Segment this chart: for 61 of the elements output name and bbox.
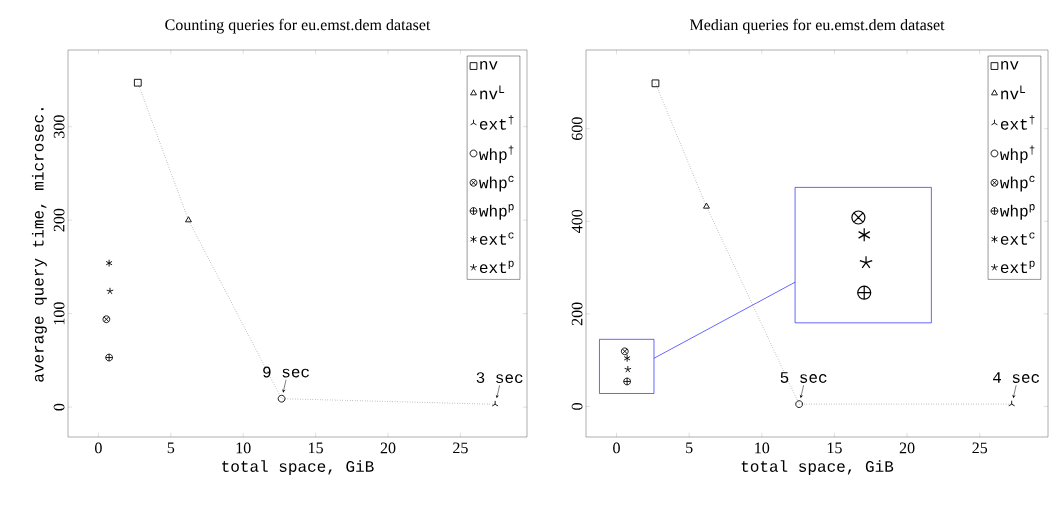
y-tick-label: 0	[53, 403, 65, 411]
point	[491, 400, 499, 407]
x-tick-label: 25	[453, 442, 468, 454]
y-tick-label: 300	[53, 115, 65, 138]
point	[624, 365, 632, 373]
annotation: 4 sec	[993, 372, 1040, 383]
legend-label: whp$^{p}$	[1000, 204, 1035, 220]
legend-label: ext$^{p}$	[1000, 260, 1035, 274]
x-axis-title: total space, GiB	[741, 460, 894, 476]
y-tick-label: 200	[571, 302, 583, 326]
legend-label: ext$^{c}$	[1000, 232, 1035, 245]
x-tick-label: 20	[380, 442, 396, 454]
legend-label: whp$^{c}$	[1000, 175, 1035, 192]
x-tick-label: 10	[755, 442, 770, 454]
legend-label: nv$^{L}$	[1001, 85, 1026, 100]
y-tick-label: 600	[571, 117, 583, 141]
point	[703, 202, 710, 209]
legend-label: ext$^{p}$	[479, 260, 514, 274]
point	[106, 287, 114, 295]
y-tick-label: 0	[571, 403, 583, 410]
annotation: 3 sec	[476, 372, 523, 384]
x-tick-label: 20	[899, 442, 915, 454]
chart-title: Median queries for eu.emst.dem dataset	[689, 18, 945, 34]
legend-label: ext$^{c}$	[479, 232, 514, 245]
point	[102, 315, 111, 324]
legend-label: ext$^{†}$	[1000, 115, 1035, 130]
y-tick-label: 400	[571, 209, 583, 233]
point	[105, 259, 113, 267]
legend-label: whp$^{†}$	[479, 145, 514, 164]
point	[105, 353, 113, 362]
annotation: 9 sec	[263, 366, 309, 378]
x-axis-title: total space, GiB	[222, 460, 374, 476]
x-tick-label: 25	[972, 442, 988, 454]
point	[623, 377, 631, 386]
y-tick-label: 100	[53, 302, 65, 325]
x-tick-label: 0	[613, 442, 620, 454]
legend-label: nv$^{L}$	[480, 85, 505, 100]
legend-label: whp$^{†}$	[1000, 145, 1035, 164]
legend-label: nv	[480, 61, 498, 70]
point	[651, 79, 660, 88]
legend-label: nv	[1001, 61, 1019, 70]
y-axis-title: average query time, microsec.	[31, 108, 47, 382]
legend-label: whp$^{c}$	[479, 175, 514, 192]
x-tick-label: 15	[309, 442, 323, 454]
x-tick-label: 0	[95, 442, 102, 454]
point	[620, 347, 629, 356]
x-tick-label: 10	[236, 442, 251, 454]
point	[185, 216, 192, 223]
x-tick-label: 5	[167, 442, 175, 454]
y-tick-label: 200	[53, 208, 65, 232]
point	[1008, 400, 1016, 407]
point	[277, 394, 286, 403]
legend-label: ext$^{†}$	[479, 115, 514, 130]
annotation: 5 sec	[780, 372, 827, 383]
legend-label: whp$^{p}$	[479, 204, 514, 220]
x-tick-label: 15	[827, 442, 842, 454]
point	[133, 78, 142, 87]
point	[795, 400, 803, 408]
point	[623, 354, 631, 363]
x-tick-label: 5	[686, 442, 693, 454]
chart-title: Counting queries for eu.emst.dem dataset	[165, 18, 431, 34]
